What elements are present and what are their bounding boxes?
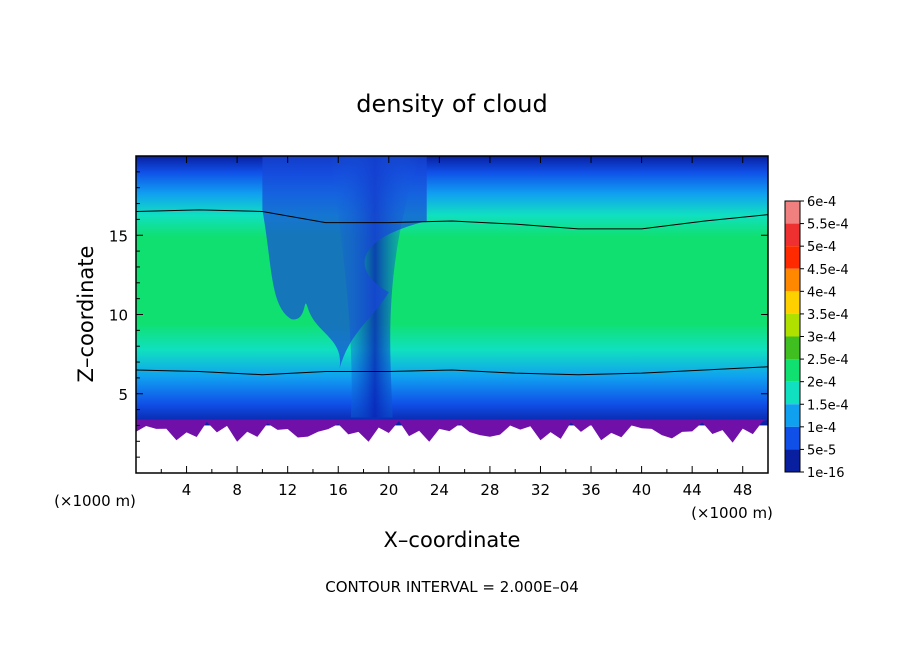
colorbar-label: 5e-4 <box>807 240 836 255</box>
colorbar-swatch <box>785 313 800 337</box>
colorbar-label: 1e-16 <box>807 466 845 481</box>
x-tick-label: 36 <box>581 481 600 499</box>
y-axis: 5 10 15 <box>109 171 768 458</box>
colorbar-swatch <box>785 359 800 382</box>
cloud-body <box>136 156 768 426</box>
colorbar: 6e-4 5.5e-4 5e-4 4.5e-4 4e-4 3.5e-4 3e-4 2.5e-4… <box>784 195 849 481</box>
colorbar-swatch <box>785 201 800 224</box>
colorbar-label: 1e-4 <box>807 421 836 436</box>
colorbar-swatch <box>785 268 800 292</box>
x-axis-unit-right: (×1000 m) <box>691 504 773 522</box>
contour-lower <box>136 366 768 376</box>
chart-title: density of cloud <box>356 90 547 118</box>
cloud-base-fringe <box>136 419 768 443</box>
colorbar-label: 5e-5 <box>807 443 836 458</box>
x-tick-label: 28 <box>480 481 499 499</box>
x-tick-label: 12 <box>278 481 297 499</box>
colorbar-label: 3e-4 <box>807 331 836 346</box>
colorbar-label: 4.5e-4 <box>807 263 849 278</box>
colorbar-label: 5.5e-4 <box>807 218 849 233</box>
y-axis-label: Z–coordinate <box>74 246 98 383</box>
x-tick-label: 20 <box>379 481 398 499</box>
contour-interval-note: CONTOUR INTERVAL = 2.000E–04 <box>325 578 579 596</box>
colorbar-swatch <box>785 223 800 247</box>
contour-upper <box>136 209 768 230</box>
x-tick-label: 4 <box>182 481 192 499</box>
colorbar-label: 3.5e-4 <box>807 308 849 323</box>
x-tick-label: 8 <box>232 481 242 499</box>
x-axis-unit-left: (×1000 m) <box>54 492 136 510</box>
x-tick-label: 40 <box>632 481 651 499</box>
colorbar-swatch <box>785 449 800 472</box>
colorbar-label: 2.5e-4 <box>807 353 849 368</box>
x-tick-label: 32 <box>531 481 550 499</box>
colorbar-swatch <box>785 336 800 360</box>
colorbar-swatch <box>785 291 800 314</box>
y-tick-label: 10 <box>109 307 128 325</box>
colorbar-swatch <box>785 404 800 427</box>
colorbar-label: 4e-4 <box>807 285 836 300</box>
colorbar-label: 6e-4 <box>807 195 836 210</box>
x-tick-label: 48 <box>733 481 752 499</box>
colorbar-swatch <box>785 426 800 450</box>
x-tick-label: 24 <box>430 481 449 499</box>
clear-air-pocket <box>262 156 427 369</box>
x-axis: 4 8 12 16 20 24 28 32 36 40 44 48 <box>160 156 752 499</box>
colorbar-label: 2e-4 <box>807 376 836 391</box>
colorbar-label: 1.5e-4 <box>807 398 849 413</box>
x-axis-label: X–coordinate <box>384 528 521 552</box>
x-tick-label: 44 <box>683 481 702 499</box>
x-tick-label: 16 <box>329 481 348 499</box>
colorbar-swatch <box>785 381 800 405</box>
y-tick-label: 5 <box>118 386 128 404</box>
plot-area <box>136 156 768 443</box>
colorbar-swatch <box>785 246 800 269</box>
y-tick-label: 15 <box>109 227 128 245</box>
